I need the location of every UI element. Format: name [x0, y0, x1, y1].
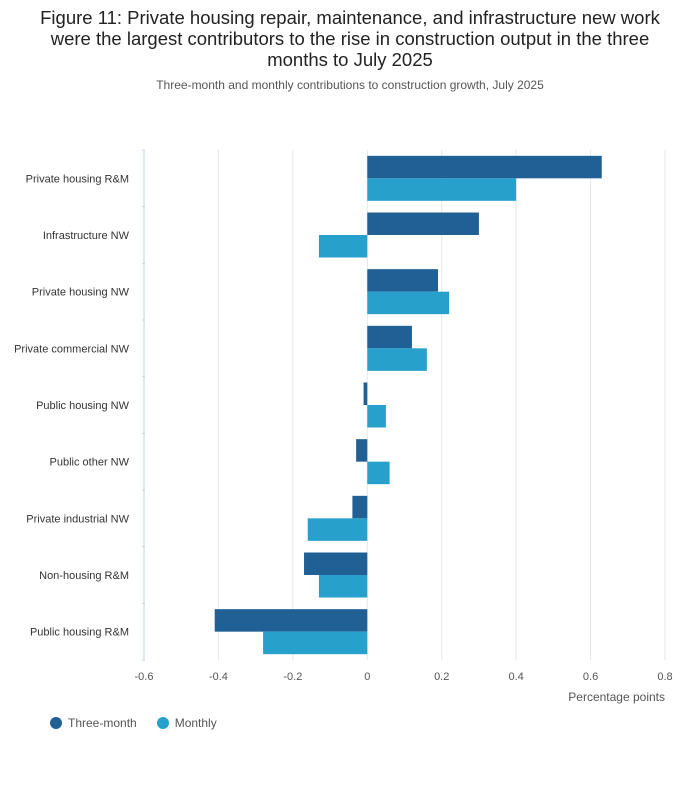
legend-swatch-three-month: [50, 717, 62, 729]
bar-three-month[interactable]: [367, 325, 412, 349]
x-tick-label: 0.4: [508, 671, 523, 683]
bar-three-month[interactable]: [214, 609, 368, 632]
category-labels: Private housing R&M Infrastructure NW Priv…: [14, 173, 130, 638]
legend-label-monthly: Monthly: [174, 716, 217, 730]
bar-monthly[interactable]: [263, 631, 368, 655]
bar-monthly[interactable]: [367, 291, 450, 315]
category-label: Private commercial NW: [14, 343, 130, 355]
bar-three-month[interactable]: [356, 439, 368, 462]
x-tick-label: 0: [364, 671, 370, 683]
category-label: Private housing R&M: [26, 173, 129, 185]
legend-item-monthly[interactable]: Monthly: [156, 716, 217, 730]
bar-monthly[interactable]: [318, 235, 368, 258]
category-label: Public housing R&M: [30, 627, 129, 639]
x-tick-label: 0.8: [657, 671, 672, 683]
category-label: Private housing NW: [32, 287, 130, 299]
x-tick-label: 0.6: [583, 671, 598, 683]
x-tick-label: -0.6: [135, 671, 154, 683]
legend-swatch-monthly: [156, 717, 169, 729]
chart-subtitle: Three-month and monthly contributions to…: [156, 78, 544, 92]
bar-three-month[interactable]: [367, 269, 438, 292]
category-label: Non-housing R&M: [39, 570, 129, 582]
chart-title: Figure 11: Private housing repair, maint…: [40, 7, 660, 70]
bar-three-month[interactable]: [367, 155, 602, 179]
bars: [214, 155, 602, 655]
bar-monthly[interactable]: [307, 518, 368, 541]
category-label: Public other NW: [50, 457, 130, 469]
bar-three-month[interactable]: [304, 552, 368, 576]
bar-monthly[interactable]: [367, 461, 390, 485]
category-label: Public housing NW: [36, 400, 130, 412]
bar-three-month[interactable]: [367, 212, 479, 236]
bar-monthly[interactable]: [367, 405, 386, 428]
legend-item-three-month[interactable]: Three-month: [50, 716, 137, 730]
x-tick-label: -0.2: [283, 671, 302, 683]
bar-monthly[interactable]: [367, 348, 427, 371]
legend-label-three-month: Three-month: [68, 716, 137, 730]
y-axis: [142, 149, 145, 661]
legend: Three-month Monthly: [50, 716, 217, 730]
bar-monthly[interactable]: [318, 575, 368, 598]
category-label: Private industrial NW: [26, 513, 129, 525]
x-tick-label: 0.2: [434, 671, 449, 683]
x-axis-label: Percentage points: [568, 690, 665, 704]
bar-monthly[interactable]: [367, 178, 517, 201]
x-tick-label: -0.4: [209, 671, 228, 683]
bar-three-month[interactable]: [352, 495, 368, 519]
bar-three-month[interactable]: [363, 382, 368, 406]
x-tick-labels: -0.6 -0.4 -0.2 0 0.2 0.4 0.6 0.8: [135, 671, 673, 683]
category-label: Infrastructure NW: [43, 230, 130, 242]
